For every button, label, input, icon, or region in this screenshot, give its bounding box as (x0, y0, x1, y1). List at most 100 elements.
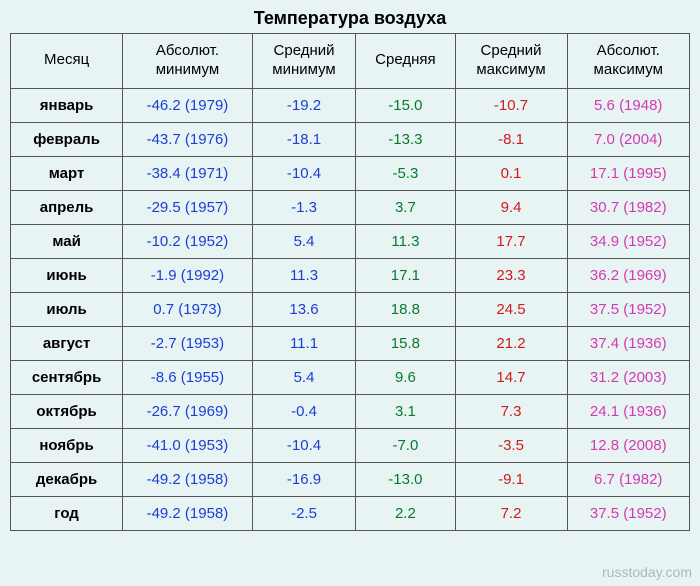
cell-avg-min: -0.4 (252, 394, 356, 428)
table-row: февраль-43.7 (1976)-18.1-13.3-8.17.0 (20… (11, 122, 690, 156)
header-row: Месяц Абсолют.минимум Среднийминимум Сре… (11, 34, 690, 89)
cell-abs-min: -49.2 (1958) (123, 496, 253, 530)
watermark: russtoday.com (602, 564, 692, 580)
cell-avg-min: -16.9 (252, 462, 356, 496)
cell-avg: 2.2 (356, 496, 455, 530)
table-row: сентябрь-8.6 (1955)5.49.614.731.2 (2003) (11, 360, 690, 394)
cell-abs-max: 36.2 (1969) (567, 258, 690, 292)
cell-avg-max: -9.1 (455, 462, 567, 496)
cell-abs-max: 5.6 (1948) (567, 88, 690, 122)
cell-abs-max: 37.5 (1952) (567, 292, 690, 326)
cell-abs-max: 7.0 (2004) (567, 122, 690, 156)
col-abs-min: Абсолют.минимум (123, 34, 253, 89)
cell-abs-min: -38.4 (1971) (123, 156, 253, 190)
cell-month: май (11, 224, 123, 258)
cell-month: июнь (11, 258, 123, 292)
cell-month: год (11, 496, 123, 530)
cell-avg-max: 14.7 (455, 360, 567, 394)
cell-avg-min: 11.3 (252, 258, 356, 292)
table-row: декабрь-49.2 (1958)-16.9-13.0-9.16.7 (19… (11, 462, 690, 496)
cell-avg-min: 11.1 (252, 326, 356, 360)
cell-abs-min: 0.7 (1973) (123, 292, 253, 326)
cell-abs-min: -10.2 (1952) (123, 224, 253, 258)
cell-avg: -13.0 (356, 462, 455, 496)
cell-month: февраль (11, 122, 123, 156)
col-abs-max: Абсолют.максимум (567, 34, 690, 89)
cell-month: октябрь (11, 394, 123, 428)
cell-abs-min: -41.0 (1953) (123, 428, 253, 462)
cell-month: сентябрь (11, 360, 123, 394)
cell-abs-min: -2.7 (1953) (123, 326, 253, 360)
cell-avg-min: -10.4 (252, 428, 356, 462)
cell-avg-min: -2.5 (252, 496, 356, 530)
cell-avg: -13.3 (356, 122, 455, 156)
cell-avg-max: 23.3 (455, 258, 567, 292)
cell-avg-max: 0.1 (455, 156, 567, 190)
cell-avg: 3.7 (356, 190, 455, 224)
cell-avg: -15.0 (356, 88, 455, 122)
cell-avg: 9.6 (356, 360, 455, 394)
cell-avg: 18.8 (356, 292, 455, 326)
temperature-table: Температура воздуха Месяц Абсолют.миниму… (10, 8, 690, 531)
cell-month: ноябрь (11, 428, 123, 462)
col-avg-max: Средниймаксимум (455, 34, 567, 89)
table-row: август-2.7 (1953)11.115.821.237.4 (1936) (11, 326, 690, 360)
table-row: январь-46.2 (1979)-19.2-15.0-10.75.6 (19… (11, 88, 690, 122)
cell-abs-max: 37.5 (1952) (567, 496, 690, 530)
cell-abs-min: -49.2 (1958) (123, 462, 253, 496)
col-avg-min: Среднийминимум (252, 34, 356, 89)
cell-avg-max: -3.5 (455, 428, 567, 462)
table-title: Температура воздуха (10, 8, 690, 33)
table-row: апрель-29.5 (1957)-1.33.79.430.7 (1982) (11, 190, 690, 224)
table-row: июль0.7 (1973)13.618.824.537.5 (1952) (11, 292, 690, 326)
table-row: октябрь-26.7 (1969)-0.43.17.324.1 (1936) (11, 394, 690, 428)
cell-month: апрель (11, 190, 123, 224)
cell-avg-min: -19.2 (252, 88, 356, 122)
col-avg: Средняя (356, 34, 455, 89)
table-row: май-10.2 (1952)5.411.317.734.9 (1952) (11, 224, 690, 258)
col-month: Месяц (11, 34, 123, 89)
cell-avg-min: -18.1 (252, 122, 356, 156)
cell-abs-max: 12.8 (2008) (567, 428, 690, 462)
cell-month: декабрь (11, 462, 123, 496)
cell-abs-min: -43.7 (1976) (123, 122, 253, 156)
cell-avg-min: 5.4 (252, 360, 356, 394)
cell-abs-min: -8.6 (1955) (123, 360, 253, 394)
cell-month: июль (11, 292, 123, 326)
cell-avg-max: 9.4 (455, 190, 567, 224)
cell-avg-min: 5.4 (252, 224, 356, 258)
cell-abs-max: 6.7 (1982) (567, 462, 690, 496)
cell-avg-max: -8.1 (455, 122, 567, 156)
cell-abs-max: 34.9 (1952) (567, 224, 690, 258)
cell-abs-min: -26.7 (1969) (123, 394, 253, 428)
cell-abs-max: 24.1 (1936) (567, 394, 690, 428)
cell-avg-min: -10.4 (252, 156, 356, 190)
cell-abs-max: 30.7 (1982) (567, 190, 690, 224)
cell-abs-min: -46.2 (1979) (123, 88, 253, 122)
cell-avg: 11.3 (356, 224, 455, 258)
cell-avg: 17.1 (356, 258, 455, 292)
cell-avg-min: -1.3 (252, 190, 356, 224)
table-row: июнь-1.9 (1992)11.317.123.336.2 (1969) (11, 258, 690, 292)
cell-avg-min: 13.6 (252, 292, 356, 326)
cell-month: март (11, 156, 123, 190)
cell-avg: 15.8 (356, 326, 455, 360)
cell-abs-min: -29.5 (1957) (123, 190, 253, 224)
cell-abs-min: -1.9 (1992) (123, 258, 253, 292)
cell-avg-max: 17.7 (455, 224, 567, 258)
table-row: ноябрь-41.0 (1953)-10.4-7.0-3.512.8 (200… (11, 428, 690, 462)
cell-abs-max: 37.4 (1936) (567, 326, 690, 360)
cell-month: август (11, 326, 123, 360)
table-row: март-38.4 (1971)-10.4-5.30.117.1 (1995) (11, 156, 690, 190)
cell-avg-max: 21.2 (455, 326, 567, 360)
cell-month: январь (11, 88, 123, 122)
table-row: год-49.2 (1958)-2.52.27.237.5 (1952) (11, 496, 690, 530)
cell-avg-max: -10.7 (455, 88, 567, 122)
cell-avg-max: 7.2 (455, 496, 567, 530)
cell-abs-max: 31.2 (2003) (567, 360, 690, 394)
cell-avg: 3.1 (356, 394, 455, 428)
cell-avg-max: 7.3 (455, 394, 567, 428)
cell-avg: -7.0 (356, 428, 455, 462)
cell-abs-max: 17.1 (1995) (567, 156, 690, 190)
cell-avg-max: 24.5 (455, 292, 567, 326)
